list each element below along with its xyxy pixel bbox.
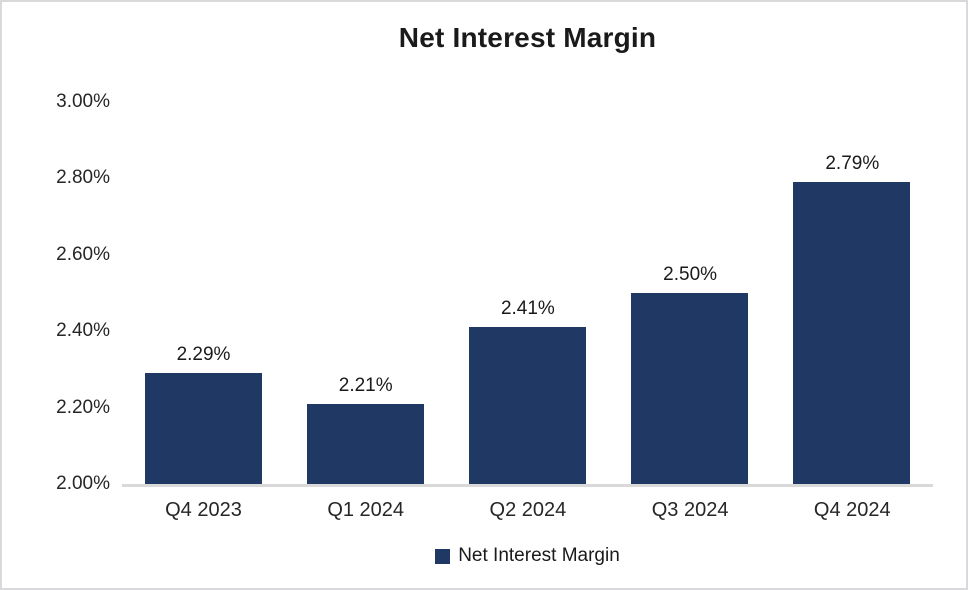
y-tick-label: 3.00% [56,91,110,112]
bar-q3-2024 [631,293,749,484]
y-tick-label: 2.40% [56,320,110,342]
chart-title: Net Interest Margin [398,22,657,53]
x-category-label: Q4 2023 [165,499,242,521]
bar-q4-2023 [144,373,262,484]
bar-q2-2024 [469,327,586,484]
legend-label: Net Interest Margin [458,545,620,566]
y-tick-label: 2.00% [56,473,110,494]
legend: Net Interest Margin [122,545,933,567]
bar-q4-2024 [793,182,911,484]
bar-data-label: 2.21% [338,374,393,396]
bar-data-label: 2.29% [176,344,231,366]
bar-data-label: 2.50% [663,264,718,285]
x-category-label: Q4 2024 [813,499,891,521]
y-tick-label: 2.60% [56,243,110,265]
x-category-label: Q2 2024 [489,499,567,521]
bar-data-label: 2.79% [825,153,880,175]
y-tick-label: 2.20% [56,396,110,418]
bar-data-label: 2.41% [500,298,555,320]
y-tick-label: 2.80% [56,167,110,189]
x-axis-line [122,484,933,487]
legend-marker-icon [435,548,451,564]
x-category-label: Q1 2024 [327,499,405,521]
bar-q1-2024 [306,403,424,484]
x-category-label: Q3 2024 [651,499,729,521]
